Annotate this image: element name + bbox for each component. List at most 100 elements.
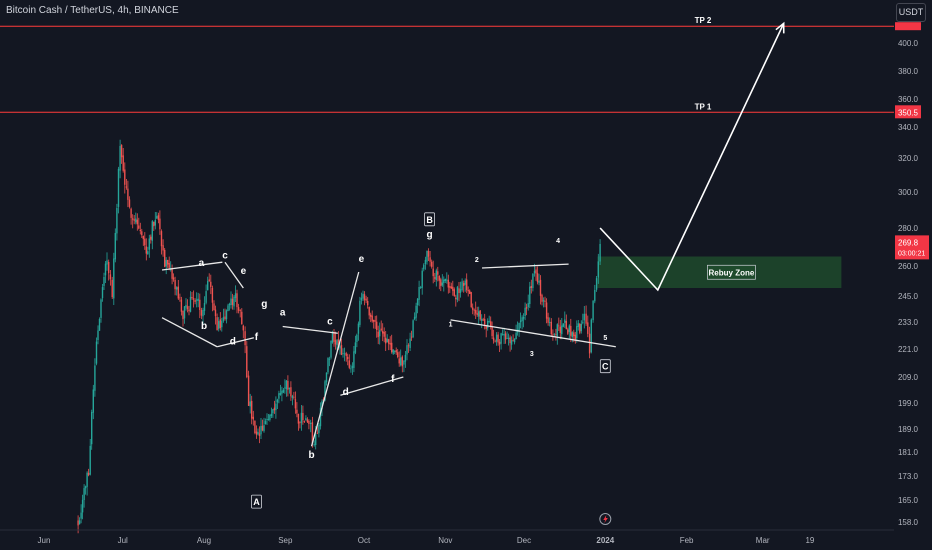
candle-body (98, 319, 101, 331)
currency-button[interactable]: USDT (896, 3, 926, 22)
candle-body (412, 320, 414, 338)
candle-body (275, 403, 277, 411)
candle-body (503, 334, 505, 336)
trend-line[interactable] (161, 261, 223, 271)
candle-body (108, 262, 110, 274)
candle-body (141, 231, 143, 236)
candle-body (498, 341, 501, 345)
candle-body (251, 400, 253, 419)
candle-body (562, 323, 564, 327)
trend-line[interactable] (482, 263, 569, 269)
candle-body (237, 307, 240, 311)
candle-body (270, 413, 273, 416)
candle-body (234, 293, 237, 298)
candle-body (380, 328, 382, 331)
candle-body (294, 399, 297, 409)
projection-path[interactable] (599, 23, 785, 292)
candle-body (128, 199, 131, 207)
time-tick-label: Oct (358, 536, 371, 545)
candle-body (225, 310, 228, 320)
candle-body (133, 219, 135, 221)
price-tick-label: 300.0 (898, 188, 919, 197)
candle-body (100, 299, 102, 318)
candle-body (413, 316, 416, 320)
time-tick-label: Sep (278, 536, 293, 545)
candle-body (469, 290, 471, 294)
trend-line[interactable] (282, 325, 338, 334)
candle-body (529, 286, 531, 304)
candle-body (407, 345, 410, 347)
candle-body (559, 326, 561, 333)
candle-body (266, 419, 268, 420)
candle-body (371, 315, 373, 322)
candle-body (227, 305, 229, 311)
candle-body (595, 278, 598, 290)
candle-body (89, 445, 91, 475)
candle-body (573, 332, 575, 337)
candle-body (359, 300, 361, 325)
price-axis[interactable] (894, 0, 932, 550)
trend-line[interactable] (310, 271, 360, 447)
candle-body (92, 389, 94, 413)
wave-label: 1 (449, 322, 453, 329)
candle-body (525, 307, 528, 309)
candle-body (97, 330, 99, 340)
candle-body (539, 279, 542, 296)
candle-body (109, 274, 112, 280)
candle-body (328, 358, 331, 360)
candle-body (478, 311, 480, 317)
candle-body (535, 269, 537, 274)
candle-body (456, 286, 459, 300)
candle-body (305, 418, 307, 421)
candle-body (441, 282, 443, 286)
candle-body (315, 434, 317, 445)
candle-body (282, 389, 285, 393)
candle-body (279, 392, 282, 395)
candle-body (410, 336, 413, 338)
candle-body (556, 324, 558, 337)
candle-body (272, 409, 274, 414)
candle-body (324, 381, 326, 401)
candle-body (524, 307, 526, 316)
trend-line[interactable] (450, 319, 616, 348)
trend-line[interactable] (340, 376, 404, 396)
candle-body (242, 325, 244, 331)
trend-line[interactable] (224, 261, 244, 289)
candle-body (470, 292, 472, 307)
event-icon[interactable] (599, 513, 612, 525)
trend-line[interactable] (161, 317, 218, 348)
time-tick-label: Dec (517, 536, 531, 545)
candle-body (360, 297, 363, 301)
wave-label: a (280, 308, 286, 319)
candle-body (310, 422, 312, 424)
time-tick-label: Nov (438, 536, 452, 545)
candle-body (84, 486, 87, 489)
price-tick-label: 340.0 (898, 123, 919, 132)
candle-body (299, 422, 301, 424)
candle-body (377, 331, 379, 338)
candle-body (518, 322, 520, 332)
tp-level-label: TP 2 (695, 16, 712, 25)
candle-body (365, 298, 367, 301)
candle-body (590, 319, 592, 353)
candle-body (506, 338, 508, 339)
candle-body (148, 238, 150, 250)
candle-body (519, 320, 522, 323)
candle-body (450, 286, 452, 289)
candle-body (423, 264, 425, 270)
candle-body (345, 353, 347, 356)
candle-body (538, 280, 540, 283)
candle-body (331, 331, 334, 343)
candle-body (104, 263, 107, 276)
candle-body (302, 413, 304, 421)
candle-body (246, 346, 248, 378)
candle-body (504, 333, 507, 340)
trend-line[interactable] (216, 337, 254, 348)
candle-body (138, 225, 140, 229)
candle-body (87, 472, 90, 476)
candle-body (168, 263, 170, 268)
candle-body (303, 421, 306, 422)
candle-body (182, 310, 184, 320)
candle-body (132, 218, 134, 220)
